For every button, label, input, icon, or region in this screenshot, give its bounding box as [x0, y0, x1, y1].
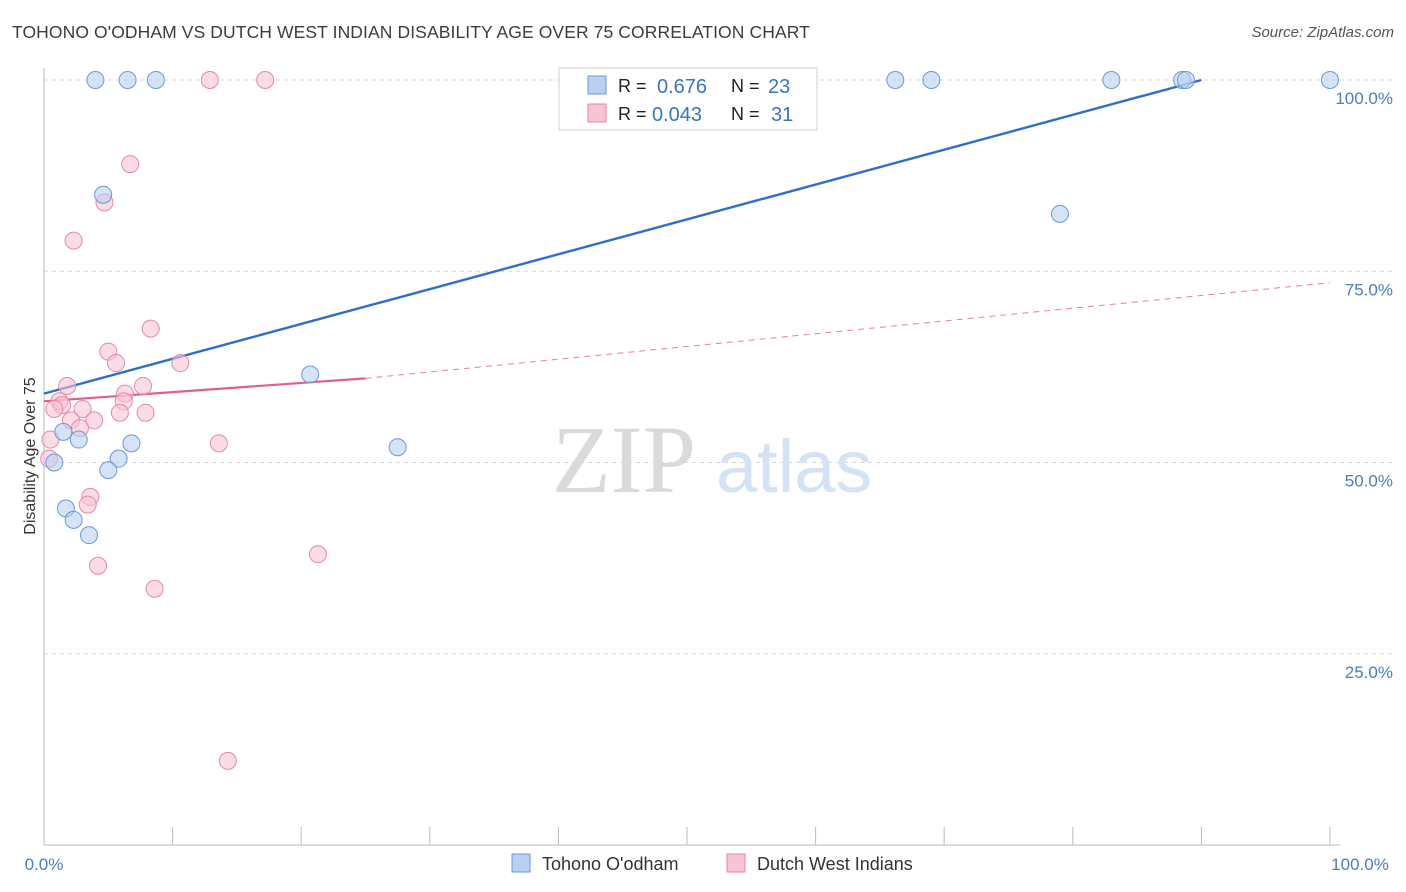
data-point-dutch-west-indians [209, 434, 228, 453]
legend-n-label-blue: N = [731, 76, 760, 96]
series-dutch-west-indians [40, 71, 327, 770]
data-point-dutch-west-indians [134, 377, 153, 395]
bottom-legend-label-pink: Dutch West Indians [757, 854, 913, 874]
x-tick-label-max: 100.0% [1331, 855, 1389, 874]
trendline-pink-extension [365, 282, 1331, 379]
data-point-tohono-oodham [118, 71, 137, 89]
legend-r-label-blue: R = [618, 76, 647, 96]
data-point-dutch-west-indians [145, 579, 164, 598]
data-point-tohono-oodham [1050, 204, 1069, 223]
legend-n-value-blue: 23 [768, 76, 790, 98]
source-label: Source: ZipAtlas.com [1251, 24, 1394, 41]
legend-r-value-blue: 0.676 [657, 76, 707, 98]
series-legend: Tohono O'odham Dutch West Indians [511, 853, 913, 874]
data-point-dutch-west-indians [78, 495, 97, 514]
data-point-dutch-west-indians [89, 556, 108, 575]
y-tick-label: 50.0% [1345, 472, 1393, 491]
bottom-legend-swatch-blue [511, 853, 531, 873]
y-tick-label: 25.0% [1345, 663, 1393, 682]
data-point-tohono-oodham [86, 71, 105, 89]
data-point-tohono-oodham [99, 461, 118, 480]
data-point-tohono-oodham [80, 526, 99, 545]
data-point-tohono-oodham [1176, 71, 1195, 89]
data-point-dutch-west-indians [218, 751, 237, 770]
y-tick-label: 75.0% [1345, 280, 1393, 299]
legend-swatch-blue [587, 75, 607, 95]
data-point-dutch-west-indians [64, 231, 83, 250]
data-point-dutch-west-indians [308, 545, 327, 564]
y-tick-labels: 25.0% 50.0% 75.0% 100.0% [1335, 89, 1393, 682]
data-point-dutch-west-indians [58, 377, 77, 395]
data-point-tohono-oodham [45, 453, 64, 472]
x-ticks [43, 827, 1331, 845]
data-point-tohono-oodham [64, 510, 83, 529]
legend-n-label-pink: N = [731, 104, 760, 124]
data-point-tohono-oodham [69, 430, 88, 449]
data-point-tohono-oodham [54, 422, 73, 441]
data-point-tohono-oodham [301, 365, 320, 384]
data-point-tohono-oodham [94, 185, 113, 204]
bottom-legend-swatch-pink [726, 853, 746, 873]
trendline-blue [43, 78, 1202, 395]
legend-n-value-pink: 31 [771, 104, 793, 126]
data-point-tohono-oodham [1321, 71, 1339, 89]
bottom-legend-label-blue: Tohono O'odham [542, 854, 679, 874]
data-point-tohono-oodham [146, 71, 165, 89]
data-point-dutch-west-indians [136, 403, 155, 422]
legend-r-value-pink: 0.043 [652, 104, 702, 126]
data-point-dutch-west-indians [121, 155, 140, 174]
data-point-dutch-west-indians [256, 71, 275, 89]
data-point-dutch-west-indians [107, 354, 126, 373]
chart-title: TOHONO O'ODHAM VS DUTCH WEST INDIAN DISA… [12, 22, 810, 42]
y-axis-label: Disability Age Over 75 [22, 377, 39, 535]
data-point-dutch-west-indians [85, 411, 104, 430]
watermark-zip: ZIP [552, 406, 696, 513]
data-point-tohono-oodham [122, 434, 141, 453]
data-point-tohono-oodham [388, 438, 407, 457]
stats-legend: R = 0.676 N = 23 R = 0.043 N = 31 [558, 67, 818, 131]
data-point-dutch-west-indians [45, 399, 64, 418]
data-point-tohono-oodham [1102, 71, 1121, 89]
watermark-atlas: atlas [716, 425, 872, 508]
data-point-dutch-west-indians [110, 403, 129, 422]
data-point-tohono-oodham [922, 71, 941, 89]
grid-lines [44, 79, 1392, 655]
y-tick-label: 100.0% [1335, 89, 1393, 108]
legend-r-label-pink: R = [618, 104, 647, 124]
data-point-tohono-oodham [886, 71, 905, 89]
data-point-dutch-west-indians [141, 319, 160, 338]
x-tick-label-min: 0.0% [25, 855, 64, 874]
series-tohono-oodham [45, 71, 1339, 545]
legend-swatch-pink [587, 103, 607, 123]
data-point-dutch-west-indians [171, 354, 190, 373]
watermark: ZIP atlas [552, 406, 872, 513]
x-tick-labels: 0.0% 100.0% [25, 855, 1389, 874]
data-point-dutch-west-indians [73, 399, 92, 418]
data-point-tohono-oodham [109, 449, 128, 468]
data-point-dutch-west-indians [200, 71, 219, 89]
